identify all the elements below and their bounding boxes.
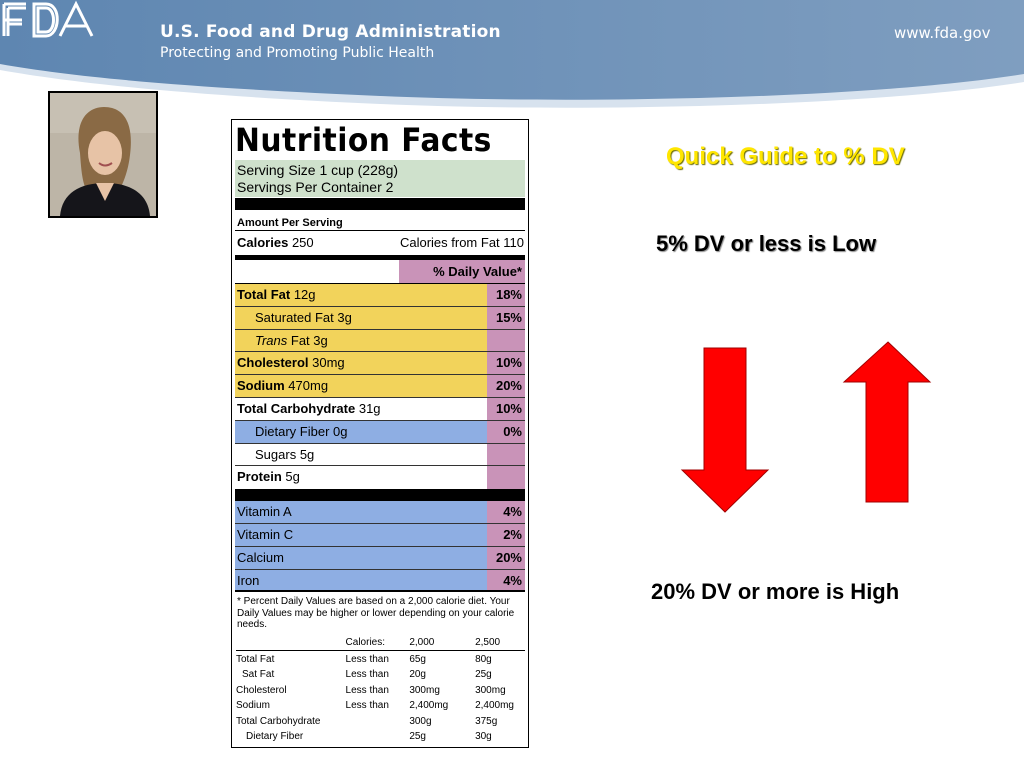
footnote-table-row: Cholesterol Less than 300mg 300mg — [236, 684, 506, 696]
dv-value: 4% — [487, 501, 525, 523]
footnote-table-row: Total Fat Less than 65g 80g — [236, 653, 492, 665]
dv-value: 20% — [487, 375, 525, 397]
calories-label: Calories — [237, 235, 289, 250]
header-banner: U.S. Food and Drug Administration Protec… — [0, 0, 1024, 112]
website-link[interactable]: www.fda.gov — [894, 24, 991, 42]
daily-value-header: % Daily Value* — [235, 260, 525, 284]
footnote-table-row: Sodium Less than 2,400mg 2,400mg — [236, 700, 514, 712]
thick-divider — [235, 198, 525, 210]
dv-value: 15% — [487, 306, 525, 329]
dv-value: 2% — [487, 523, 525, 546]
footnote: * Percent Daily Values are based on a 2,… — [237, 596, 515, 631]
dv-value: 10% — [487, 352, 525, 375]
serving-size: Serving Size 1 cup (228g) — [237, 162, 399, 178]
footnote-table-row: Total Carbohydrate 300g 375g — [236, 715, 498, 727]
arrow-down-icon — [680, 347, 770, 513]
guide-title: Quick Guide to % DV — [666, 143, 905, 170]
calories-row: Calories 250 Calories from Fat 110 — [235, 231, 525, 255]
dv-value — [487, 329, 525, 352]
vitamin-row: Vitamin A 4% — [235, 501, 525, 524]
nutrition-label: Nutrition Facts Serving Size 1 cup (228g… — [231, 119, 529, 748]
dv-value: 0% — [487, 420, 525, 443]
calories-from-fat: Calories from Fat 110 — [399, 235, 524, 250]
low-guide-text: 5% DV or less is Low — [656, 231, 877, 256]
servings-per-container: Servings Per Container 2 — [237, 179, 394, 195]
nutrient-row: Protein 5g — [235, 466, 525, 490]
nutrient-row: Total Carbohydrate 31g 10% — [235, 397, 525, 421]
arrow-group — [680, 341, 932, 513]
nutrient-row: Trans Fat 3g — [235, 329, 525, 353]
nutrient-row: Dietary Fiber 0g 0% — [235, 420, 525, 444]
presenter-photo — [48, 91, 158, 218]
nutrient-row: Sugars 5g — [235, 443, 525, 467]
dv-value: 10% — [487, 397, 525, 420]
vitamin-row: Iron 4% — [235, 569, 525, 593]
nutrient-row: Sodium 470mg 20% — [235, 375, 525, 398]
dv-value: 4% — [487, 569, 525, 591]
footnote-table-row: Sat Fat Less than 20g 25g — [242, 669, 492, 681]
dv-value — [487, 443, 525, 466]
label-title: Nutrition Facts — [235, 121, 492, 159]
daily-value-header-text: % Daily Value* — [399, 260, 525, 283]
fda-logo — [2, 0, 94, 38]
nutrient-row: Saturated Fat 3g 15% — [235, 306, 525, 330]
amount-per-serving: Amount Per Serving — [235, 214, 525, 231]
agency-block: U.S. Food and Drug Administration Protec… — [160, 22, 501, 61]
arrow-up-icon — [842, 341, 932, 503]
agency-name: U.S. Food and Drug Administration — [160, 22, 501, 42]
dv-value: 20% — [487, 546, 525, 569]
thick-divider — [235, 489, 525, 502]
nutrient-row: Total Fat 12g 18% — [235, 284, 525, 307]
medium-divider — [235, 255, 525, 260]
serving-info: Serving Size 1 cup (228g) Servings Per C… — [235, 160, 525, 197]
agency-tagline: Protecting and Promoting Public Health — [160, 45, 435, 61]
footnote-table: Calories: 2,000 2,500 Total Fat Less than 65… — [236, 634, 525, 745]
nutrient-row: Cholesterol 30mg 10% — [235, 352, 525, 376]
vitamin-row: Vitamin C 2% — [235, 523, 525, 547]
footnote-table-row: Dietary Fiber 25g 30g — [246, 731, 492, 743]
dv-value — [487, 466, 525, 490]
vitamin-row: Calcium 20% — [235, 546, 525, 570]
banner-wave — [0, 0, 1024, 108]
calories-value: 250 — [291, 235, 314, 250]
footnote-table-header: Calories: 2,000 2,500 — [236, 634, 525, 652]
high-guide-text: 20% DV or more is High — [651, 579, 900, 604]
dv-value: 18% — [487, 284, 525, 306]
